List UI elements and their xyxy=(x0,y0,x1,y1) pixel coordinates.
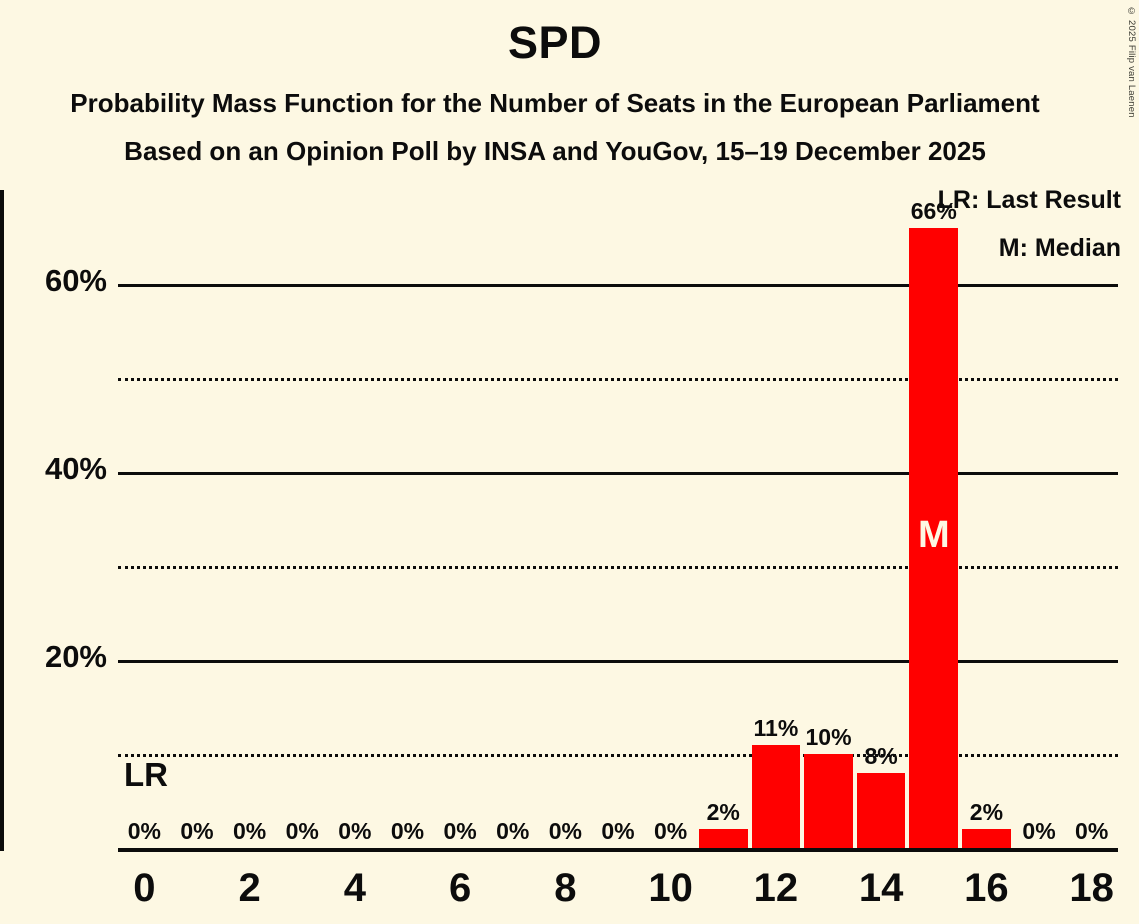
bar-value-label-4: 0% xyxy=(338,818,372,844)
x-tick-label-0: 0 xyxy=(133,866,156,910)
bar-seats-12 xyxy=(751,744,801,848)
median-marker: M xyxy=(917,513,950,556)
page-title: SPD xyxy=(507,17,603,68)
bar-seats-14 xyxy=(856,772,906,848)
bar-seats-11 xyxy=(698,829,748,848)
x-tick-label-8: 8 xyxy=(554,866,577,910)
gridline-major-20 xyxy=(118,660,1118,663)
bar-seats-13 xyxy=(804,754,853,848)
bar-seats-15 xyxy=(909,227,959,848)
gridline-minor-50 xyxy=(118,378,1118,381)
bar-value-label-7: 0% xyxy=(496,818,530,844)
gridline-minor-30 xyxy=(118,566,1118,569)
bar-value-label-2: 0% xyxy=(232,818,267,844)
chart-subtitle: Probability Mass Function for the Number… xyxy=(70,88,1040,118)
legend-median: M: Median xyxy=(998,234,1121,262)
bar-value-label-1: 0% xyxy=(180,818,214,844)
x-tick-label-18: 18 xyxy=(1069,866,1114,910)
bar-value-label-6: 0% xyxy=(443,818,477,844)
x-tick-label-6: 6 xyxy=(448,866,472,910)
x-tick-label-4: 4 xyxy=(343,866,366,910)
x-tick-label-10: 10 xyxy=(648,866,693,910)
x-tick-label-2: 2 xyxy=(238,866,261,910)
gridline-major-40 xyxy=(118,472,1118,475)
bar-value-label-9: 0% xyxy=(601,818,635,844)
bar-value-label-15: 66% xyxy=(910,197,957,224)
x-tick-label-14: 14 xyxy=(858,866,904,910)
gridline-minor-10 xyxy=(118,754,1118,757)
bar-value-label-10: 0% xyxy=(654,818,688,844)
last-result-marker: LR xyxy=(124,756,168,793)
bar-value-label-3: 0% xyxy=(285,818,319,844)
y-tick-label-20: 20% xyxy=(44,639,107,674)
bar-value-label-8: 0% xyxy=(548,818,582,844)
chart-source-note: Based on an Opinion Poll by INSA and You… xyxy=(124,136,986,166)
bar-value-label-17: 0% xyxy=(1022,818,1056,844)
gridline-major-60 xyxy=(118,284,1118,287)
x-tick-label-16: 16 xyxy=(964,866,1009,910)
bar-value-label-5: 0% xyxy=(390,818,425,844)
y-axis-line xyxy=(0,190,4,851)
bar-seats-16 xyxy=(962,829,1011,848)
x-tick-label-12: 12 xyxy=(753,866,799,910)
x-axis-line xyxy=(118,848,1118,852)
copyright-notice: © 2025 Filip van Laenen xyxy=(1126,6,1137,118)
bar-value-label-18: 0% xyxy=(1075,818,1109,844)
legend-last-result: LR: Last Result xyxy=(937,186,1121,214)
bar-value-label-12: 11% xyxy=(753,714,799,741)
bar-value-label-13: 10% xyxy=(805,724,852,750)
bar-value-label-16: 2% xyxy=(969,799,1004,826)
bar-value-label-11: 2% xyxy=(706,799,740,826)
y-tick-label-60: 60% xyxy=(44,263,107,298)
bar-value-label-0: 0% xyxy=(127,818,161,844)
plot-area: 0% 0% 0% 0% 0% 0% 0% 0% 0% 0% 0% 2% 11% 10% 8% 66% 2% 0% 0… xyxy=(118,190,1118,848)
y-tick-label-40: 40% xyxy=(44,451,107,486)
bar-value-label-14: 8% xyxy=(864,742,898,769)
